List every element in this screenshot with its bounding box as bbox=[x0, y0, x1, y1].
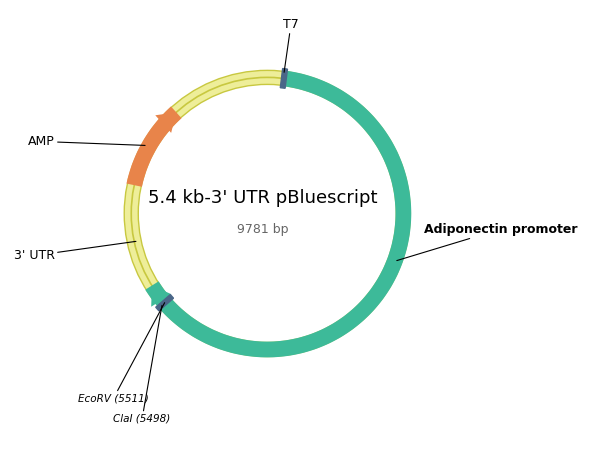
Polygon shape bbox=[145, 71, 411, 358]
Text: AMP: AMP bbox=[28, 135, 145, 148]
Text: 9781 bp: 9781 bp bbox=[237, 223, 289, 236]
Polygon shape bbox=[156, 295, 174, 311]
Text: 3' UTR: 3' UTR bbox=[14, 241, 136, 262]
Text: T7: T7 bbox=[283, 18, 299, 72]
Text: EcoRV (5511): EcoRV (5511) bbox=[78, 303, 165, 403]
Text: 5.4 kb-3' UTR pBluescript: 5.4 kb-3' UTR pBluescript bbox=[148, 188, 377, 207]
Polygon shape bbox=[127, 106, 182, 187]
Polygon shape bbox=[280, 68, 288, 88]
Polygon shape bbox=[156, 112, 176, 133]
Text: ClaI (5498): ClaI (5498) bbox=[113, 305, 171, 424]
Text: Adiponectin promoter: Adiponectin promoter bbox=[397, 223, 577, 261]
Polygon shape bbox=[151, 286, 171, 307]
